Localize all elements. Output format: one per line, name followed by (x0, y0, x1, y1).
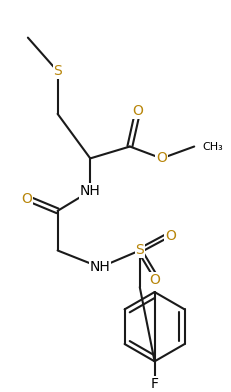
Text: S: S (135, 243, 144, 258)
Text: NH: NH (90, 260, 110, 274)
Text: S: S (53, 64, 62, 78)
Text: F: F (151, 377, 159, 391)
Text: CH₃: CH₃ (202, 142, 223, 152)
Text: O: O (132, 104, 143, 118)
Text: NH: NH (80, 184, 101, 198)
Text: O: O (21, 192, 32, 206)
Text: O: O (165, 229, 176, 243)
Text: O: O (156, 151, 167, 165)
Text: O: O (149, 273, 160, 287)
